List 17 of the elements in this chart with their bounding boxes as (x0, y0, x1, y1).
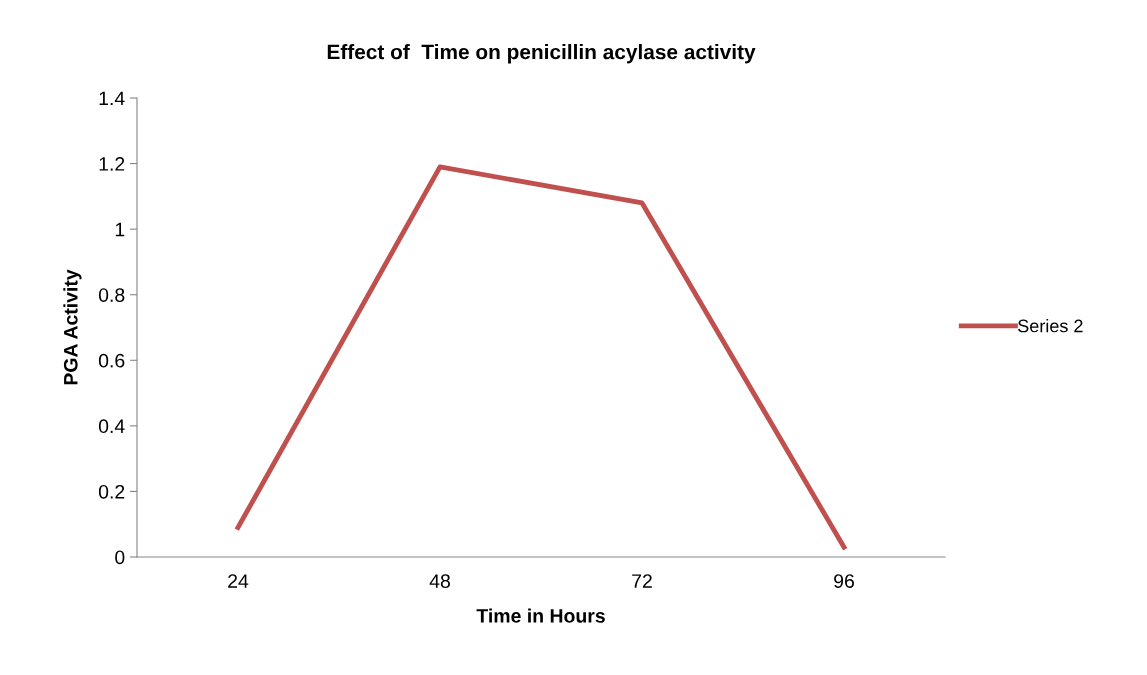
y-tick-label: 0.2 (98, 484, 125, 499)
x-tick-label: 48 (429, 574, 450, 588)
y-tick-label: 0 (115, 550, 125, 565)
x-axis-title: Time in Hours (476, 608, 605, 623)
chart-title: Effect of Time on penicillin acylase activity (327, 44, 756, 64)
y-tick-label: 0.6 (98, 353, 125, 368)
x-tick-label: 72 (632, 574, 652, 588)
x-tick-label: 24 (228, 574, 249, 588)
x-tick-label: 96 (834, 574, 854, 588)
y-axis-title: PGA Activity (63, 269, 82, 385)
y-tick-label: 0.8 (98, 288, 125, 302)
line-series (235, 164, 847, 550)
y-tick-label: 0.4 (98, 419, 125, 434)
y-tick-label: 1.2 (99, 157, 125, 171)
legend-label: Series 2 (1018, 319, 1083, 333)
y-tick-label: 1 (115, 222, 125, 237)
y-tick-label: 1.4 (99, 91, 125, 106)
